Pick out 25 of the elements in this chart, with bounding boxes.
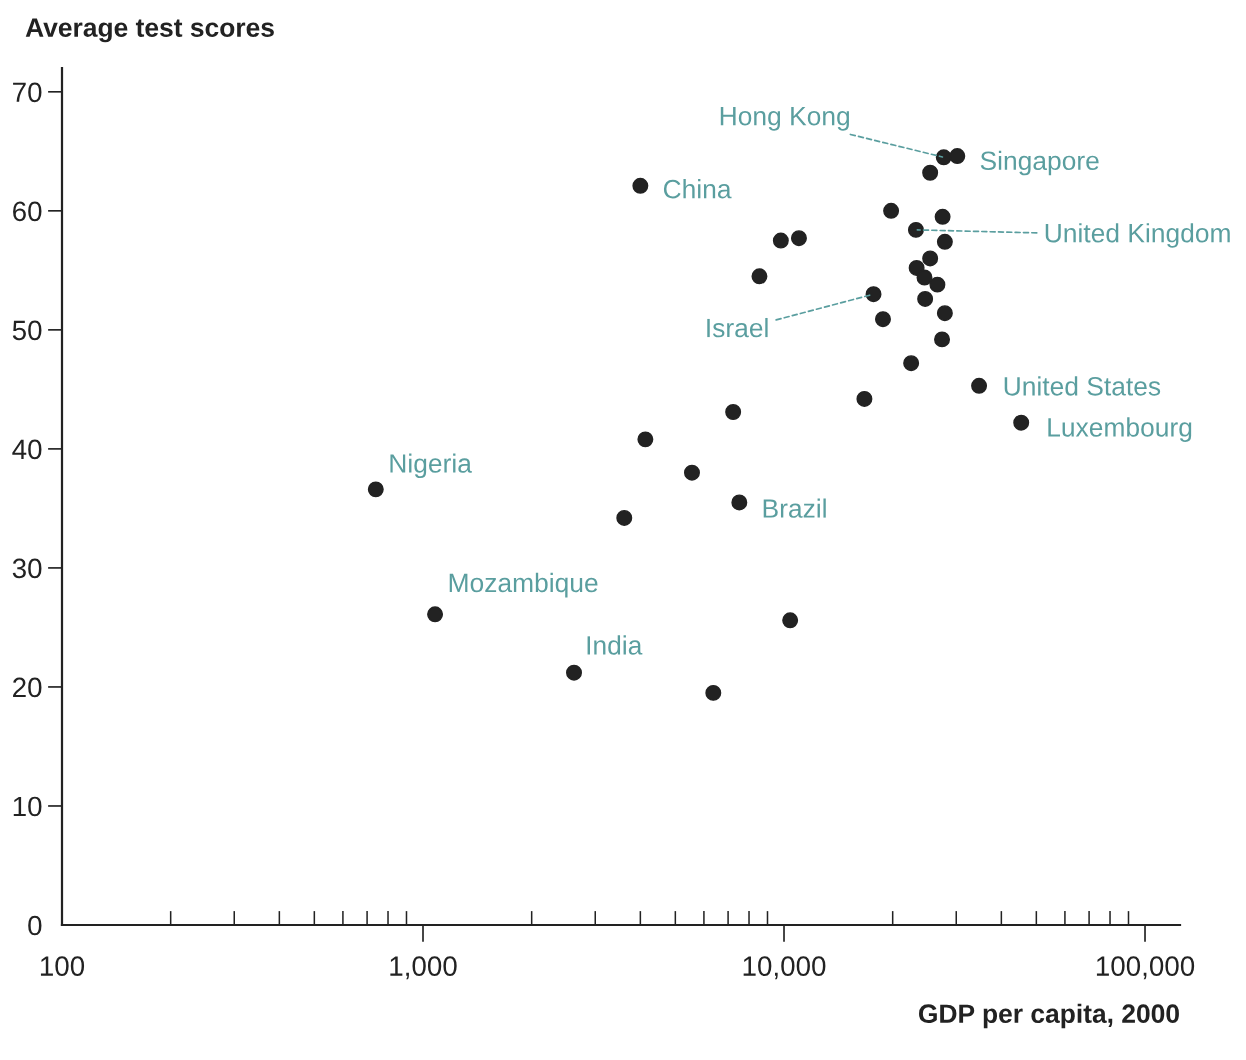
y-tick-label: 50 [12, 320, 42, 341]
annotation: Brazil [763, 498, 826, 518]
annotation: Israel [707, 317, 768, 338]
annotation: Luxembourg [1048, 417, 1192, 442]
annotation: Mozambique [449, 572, 598, 598]
annotation: United States [1004, 376, 1161, 396]
x-tick-label: 100,000 [1096, 956, 1195, 980]
annotation: Singapore [980, 150, 1099, 176]
x-tick-label: 100 [40, 956, 85, 976]
annotation: Nigeria [390, 453, 472, 479]
y-tick-label: 60 [13, 201, 42, 222]
x-tick-label: 1,000 [390, 956, 457, 980]
x-axis-title: GDP per capita, 2000 [919, 1003, 1179, 1029]
y-tick-label: 20 [13, 677, 42, 698]
y-axis-title: Average test scores [25, 18, 274, 43]
y-tick-label: 40 [12, 439, 42, 460]
y-tick-label: 30 [12, 558, 42, 579]
y-tick-label: 70 [13, 82, 42, 103]
annotation: Hong Kong [720, 107, 849, 131]
x-tick-label: 10,000 [743, 956, 826, 980]
y-tick-label: 10 [13, 796, 42, 817]
y-tick-label: 0 [28, 915, 42, 936]
annotation: India [587, 635, 643, 655]
annotation: China [663, 179, 732, 199]
annotation: United Kingdom [1045, 223, 1230, 248]
